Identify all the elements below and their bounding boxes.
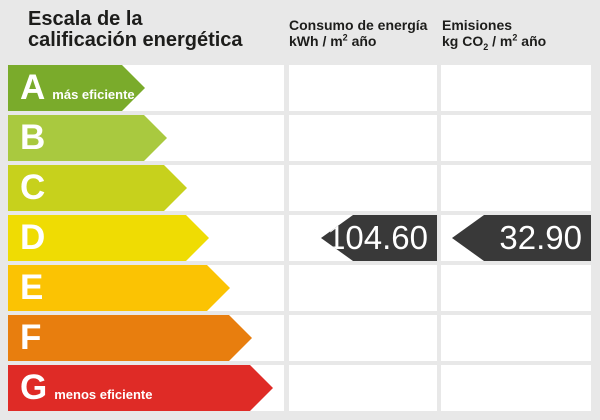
bar-cell-b: B xyxy=(8,115,284,161)
consumo-cell-a xyxy=(289,65,437,111)
page-title: Escala de la calificación energética xyxy=(28,9,243,51)
rating-row-d: D 104.60 32.90 xyxy=(0,215,600,261)
most-efficient-note: más eficiente xyxy=(52,87,135,102)
consumo-header-unit: kWh / m2 año xyxy=(289,33,427,49)
consumo-cell-f xyxy=(289,315,437,361)
rating-bar-f: F xyxy=(8,315,252,361)
rating-bar-d: D xyxy=(8,215,209,261)
column-header-emisiones: Emisiones kg CO2 / m2 año xyxy=(442,17,547,52)
emisiones-cell-b xyxy=(441,115,591,161)
consumo-value-badge: 104.60 xyxy=(321,215,437,261)
rating-bar-g: G menos eficiente xyxy=(8,365,273,411)
emisiones-cell-e xyxy=(441,265,591,311)
least-efficient-note: menos eficiente xyxy=(54,387,153,402)
emisiones-cell-c xyxy=(441,165,591,211)
emisiones-header-title: Emisiones xyxy=(442,17,513,33)
rating-row-a: A más eficiente xyxy=(0,65,600,111)
consumo-cell-c xyxy=(289,165,437,211)
consumo-cell-d: 104.60 xyxy=(289,215,437,261)
rating-scale: A más eficiente B C xyxy=(0,65,600,411)
rating-bar-a: A más eficiente xyxy=(8,65,145,111)
emisiones-cell-f xyxy=(441,315,591,361)
rating-row-f: F xyxy=(0,315,600,361)
bar-cell-e: E xyxy=(8,265,284,311)
rating-letter-b: B xyxy=(20,118,46,157)
rating-letter-g: G xyxy=(20,368,48,407)
emisiones-value-badge: 32.90 xyxy=(452,215,591,261)
emisiones-unit-sub: 2 xyxy=(483,41,489,52)
bar-cell-f: F xyxy=(8,315,284,361)
rating-row-c: C xyxy=(0,165,600,211)
rating-letter-e: E xyxy=(20,268,44,307)
emisiones-cell-a xyxy=(441,65,591,111)
consumo-cell-e xyxy=(289,265,437,311)
emisiones-cell-d: 32.90 xyxy=(441,215,591,261)
consumo-unit-sup: 2 xyxy=(342,32,348,43)
rating-letter-f: F xyxy=(20,318,42,357)
emisiones-unit-pre: kg CO xyxy=(442,33,484,49)
consumo-unit-post: año xyxy=(347,33,377,49)
consumo-cell-g xyxy=(289,365,437,411)
consumo-cell-b xyxy=(289,115,437,161)
rating-letter-d: D xyxy=(20,218,46,257)
emisiones-header-unit: kg CO2 / m2 año xyxy=(442,32,547,52)
bar-cell-g: G menos eficiente xyxy=(8,365,284,411)
rating-bar-c: C xyxy=(8,165,187,211)
consumo-unit-pre: kWh / m xyxy=(289,33,343,49)
column-header-consumo: Consumo de energía kWh / m2 año xyxy=(289,17,427,49)
rating-row-g: G menos eficiente xyxy=(0,365,600,411)
emisiones-cell-g xyxy=(441,365,591,411)
emisiones-unit-mid: / m xyxy=(488,33,513,49)
rating-bar-e: E xyxy=(8,265,230,311)
page-title-line1: Escala de la xyxy=(28,8,143,30)
rating-bar-b: B xyxy=(8,115,167,161)
rating-letter-c: C xyxy=(20,168,46,207)
rating-letter-a: A xyxy=(20,68,46,107)
emisiones-unit-post: año xyxy=(517,33,547,49)
emisiones-unit-sup: 2 xyxy=(512,32,518,43)
emisiones-value: 32.90 xyxy=(499,219,582,256)
bar-cell-a: A más eficiente xyxy=(8,65,284,111)
rating-row-e: E xyxy=(0,265,600,311)
bar-cell-d: D xyxy=(8,215,284,261)
consumo-header-title: Consumo de energía xyxy=(289,17,428,33)
page-title-line2: calificación energética xyxy=(28,29,243,51)
bar-cell-c: C xyxy=(8,165,284,211)
rating-row-b: B xyxy=(0,115,600,161)
consumo-value: 104.60 xyxy=(327,219,428,256)
